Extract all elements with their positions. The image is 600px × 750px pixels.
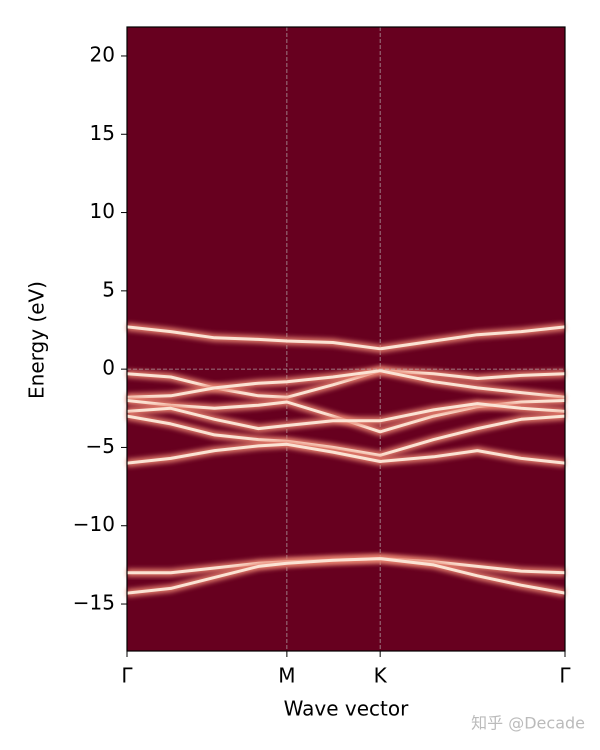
plot-frame <box>126 26 566 652</box>
y-tick-label: 10 <box>90 199 115 223</box>
band-line <box>126 325 566 351</box>
y-tick-label: 5 <box>102 277 115 301</box>
y-tick-label: 0 <box>102 356 115 380</box>
x-axis-label: Wave vector <box>284 697 409 721</box>
band-line <box>126 442 566 465</box>
x-tick-label: K <box>374 664 388 688</box>
y-tick-label: 20 <box>90 42 115 66</box>
y-tick-label: −10 <box>73 512 115 536</box>
band-line <box>126 369 566 399</box>
band-line <box>126 369 566 399</box>
y-tick-label: 15 <box>90 121 115 145</box>
band-line <box>126 557 566 595</box>
x-tick-label: Γ <box>121 664 133 688</box>
y-axis-label: Energy (eV) <box>25 281 49 399</box>
x-tick-label: Γ <box>559 664 571 688</box>
y-tick-label: −15 <box>73 591 115 615</box>
y-tick-label: −5 <box>86 434 115 458</box>
x-tick-label: M <box>278 664 295 688</box>
band-line <box>126 414 566 457</box>
watermark: 知乎 @Decade <box>471 714 585 733</box>
band-line <box>126 402 566 431</box>
